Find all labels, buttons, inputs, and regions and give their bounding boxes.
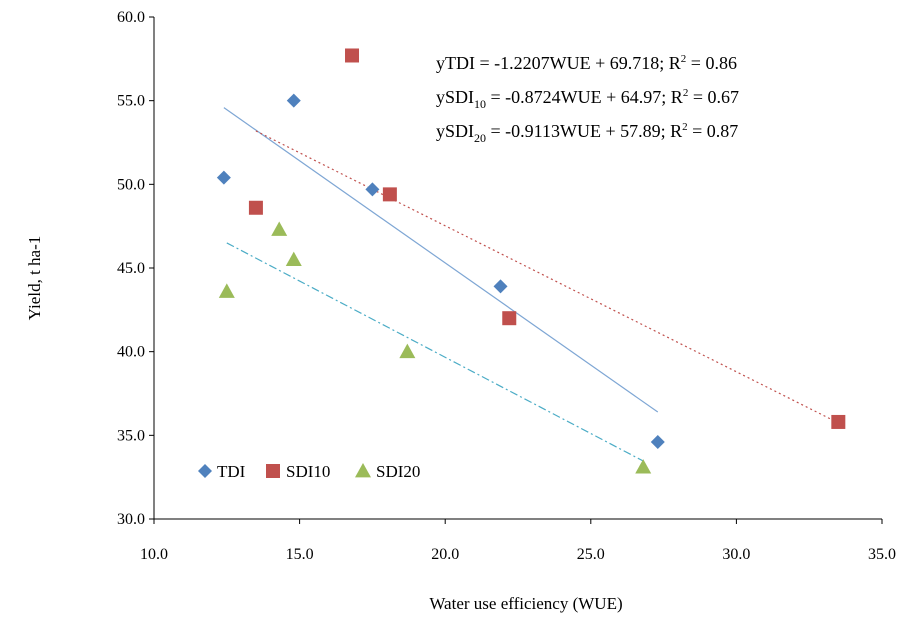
y-tick-label: 55.0	[117, 93, 145, 110]
x-tick-label: 30.0	[722, 546, 750, 563]
tdi-point	[286, 93, 301, 108]
equation-part-sup: 2	[683, 87, 689, 99]
y-axis-title: Yield, t ha-1	[25, 236, 44, 321]
regression-equation: yTDI = -1.2207WUE + 69.718; R2 = 0.86	[436, 53, 737, 73]
y-tick-label: 35.0	[117, 427, 145, 444]
regression-equation: ySDI10 = -0.8724WUE + 64.97; R2 = 0.67	[436, 87, 739, 111]
regression-equation: ySDI20 = -0.9113WUE + 57.89; R2 = 0.87	[436, 121, 738, 145]
equation-part-sub: 10	[474, 97, 486, 111]
y-tick-label: 30.0	[117, 511, 145, 528]
sdi10-point	[382, 187, 397, 202]
x-tick-label: 25.0	[577, 546, 605, 563]
sdi10-point	[502, 311, 517, 326]
sdi20-point	[399, 343, 416, 359]
trendline-sdi10	[255, 130, 839, 424]
legend-marker-tdi	[198, 464, 212, 478]
equation-part-base: ySDI	[436, 121, 474, 141]
equation-part-rest: = -0.9113WUE + 57.89; R	[486, 121, 682, 141]
x-tick-label: 20.0	[431, 546, 459, 563]
x-tick-label: 35.0	[868, 546, 896, 563]
sdi20-point	[285, 251, 302, 267]
trendline-sdi20	[226, 242, 644, 462]
x-tick-label: 15.0	[286, 546, 314, 563]
equation-part-rest: = -0.8724WUE + 64.97; R	[486, 87, 683, 107]
equation-part-rest: = -1.2207WUE + 69.718; R	[475, 53, 681, 73]
legend-marker-sdi10	[266, 464, 280, 478]
x-tick-label: 10.0	[140, 546, 168, 563]
legend-label-sdi10: SDI10	[286, 462, 330, 481]
legend-label-sdi20: SDI20	[376, 462, 420, 481]
legend-marker-sdi20	[355, 463, 371, 478]
tdi-point	[493, 279, 508, 294]
y-tick-label: 45.0	[117, 260, 145, 277]
equation-part-sub: 20	[474, 131, 486, 145]
sdi10-point	[831, 414, 846, 429]
equation-part-sup: 2	[682, 121, 688, 133]
equation-part-tail: = 0.86	[686, 53, 737, 73]
equation-part-tail: = 0.87	[688, 121, 739, 141]
legend-label-tdi: TDI	[217, 462, 246, 481]
equation-part-sup: 2	[681, 53, 687, 65]
tdi-point	[216, 170, 231, 185]
equation-part-tail: = 0.67	[688, 87, 739, 107]
sdi10-point	[345, 48, 360, 63]
sdi10-point	[248, 200, 263, 215]
sdi20-point	[271, 221, 288, 236]
tdi-point	[650, 435, 665, 450]
x-axis-title: Water use efficiency (WUE)	[429, 594, 622, 613]
sdi20-point	[218, 283, 235, 298]
equation-part-base: ySDI	[436, 87, 474, 107]
y-tick-label: 40.0	[117, 344, 145, 361]
trendline-tdi	[223, 107, 659, 413]
tdi-point	[365, 182, 380, 197]
sdi20-point	[635, 459, 652, 474]
y-tick-label: 60.0	[117, 9, 145, 26]
equation-part-base: yTDI	[436, 53, 475, 73]
y-tick-label: 50.0	[117, 176, 145, 193]
